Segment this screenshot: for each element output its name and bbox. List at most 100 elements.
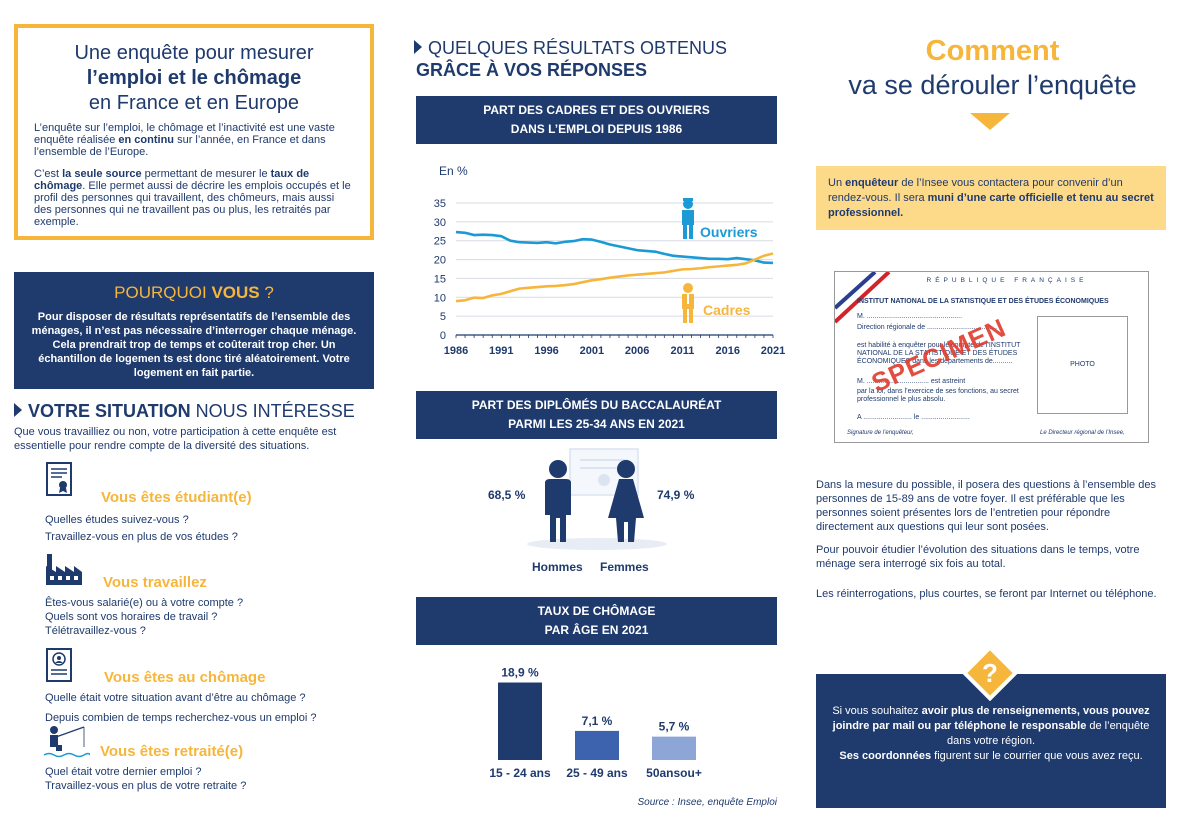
banner-bac: PART DES DIPLÔMÉS DU BACCALAURÉAT PARMI L… [416, 391, 777, 439]
bar-value-label: 18,9 % [501, 666, 539, 680]
y-tick-label: 5 [440, 311, 446, 323]
interviewer-box: Un enquêteur de l’Insee vous contactera … [816, 166, 1166, 230]
student-title: Vous êtes étudiant(e) [101, 489, 252, 506]
card-line-habilite: est habilité à enquêter pour le compte d… [857, 342, 1021, 365]
series-label-ouvriers: Ouvriers [700, 224, 758, 240]
comment-title-big: Comment [925, 35, 1060, 67]
intro-title-line3: en France et en Europe [88, 92, 300, 114]
chart-ylabel: En % [439, 164, 468, 178]
card-institute: INSTITUT NATIONAL DE LA STATISTIQUE ET D… [857, 298, 1109, 305]
value-label-hommes: 68,5 % [488, 488, 526, 502]
y-tick-label: 20 [434, 255, 446, 267]
card-line-m: M. .....................................… [857, 313, 963, 320]
why-you-text: Pour disposer de résultats représentatif… [31, 311, 357, 379]
photo-placeholder: PHOTO [1037, 316, 1128, 414]
retired-question-2: Travaillez-vous en plus de votre retrait… [45, 780, 247, 792]
intro-title: Une enquête pour mesurer l’emploi et le … [18, 41, 370, 116]
situation-heading: VOTRE SITUATION NOUS INTÉRESSE [14, 401, 355, 421]
bar-category-label: 15 - 24 ans [489, 766, 551, 780]
y-tick-label: 15 [434, 273, 446, 285]
triangle-bullet-icon [414, 40, 422, 55]
bar-2 [652, 736, 696, 760]
card-line-loi: par la loi, dans l’exercice de ses fonct… [857, 388, 1019, 403]
y-tick-label: 0 [440, 330, 446, 342]
y-tick-label: 10 [434, 292, 446, 304]
diploma-icon [46, 462, 72, 496]
triangle-bullet-icon [14, 403, 22, 418]
category-label-hommes: Hommes [532, 560, 583, 574]
x-tick-label: 2001 [580, 345, 604, 357]
factory-icon [45, 552, 83, 586]
banner-cadres-ouvriers: PART DES CADRES ET DES OUVRIERS DANS L’EM… [416, 96, 777, 144]
woman-icon [608, 460, 644, 542]
card-line-date: A ......................... le .........… [857, 414, 970, 421]
card-republic: RÉPUBLIQUE FRANÇAISE [926, 277, 1088, 284]
bar-1 [575, 730, 619, 760]
intro-paragraph-2: C’est la seule source permettant de mesu… [34, 168, 351, 228]
series-line-ouvriers [455, 230, 774, 265]
y-tick-label: 30 [434, 217, 446, 229]
card-signature-right: Le Directeur régional de l’Insee, [1040, 430, 1125, 436]
intro-paragraph-1: L’enquête sur l’emploi, le chômage et l’… [34, 122, 335, 158]
y-tick-label: 25 [434, 236, 446, 248]
working-question-1: Êtes-vous salarié(e) ou à votre compte ? [45, 597, 244, 609]
results-heading: QUELQUES RÉSULTATS OBTENUS GRÂCE À VOS R… [414, 38, 728, 80]
interviewer-text: Un enquêteur de l’Insee vous contactera … [828, 177, 1154, 219]
worker-icon [682, 198, 694, 239]
bar-category-label: 25 - 49 ans [566, 766, 628, 780]
bac-pictogram: 68,5 % 74,9 % Hommes Femmes [488, 448, 695, 574]
x-tick-label: 2021 [761, 345, 785, 357]
bar-category-label: 50ansou+ [646, 766, 702, 780]
retired-question-1: Quel était votre dernier emploi ? [45, 766, 202, 778]
intro-title-line1: Une enquête pour mesurer [74, 42, 314, 64]
student-question-1: Quelles études suivez-vous ? [45, 514, 189, 526]
card-line-direction: Direction régionale de .................… [857, 324, 998, 331]
category-label-femmes: Femmes [600, 560, 649, 574]
banner-chomage: TAUX DE CHÔMAGE PAR ÂGE EN 2021 [416, 597, 777, 645]
unemployed-title: Vous êtes au chômage [104, 669, 266, 686]
situation-intro: Que vous travailliez ou non, votre parti… [14, 426, 337, 452]
series-line-cadres [455, 252, 774, 303]
retired-title: Vous êtes retraité(e) [100, 743, 244, 760]
down-arrow-icon [970, 113, 1010, 130]
x-tick-label: 1986 [444, 345, 468, 357]
why-you-box: POURQUOI VOUS ? Pour disposer de résulta… [14, 272, 374, 389]
x-tick-label: 2016 [715, 345, 739, 357]
fishing-icon [43, 725, 91, 759]
question-diamond-icon: ? [961, 644, 1019, 702]
working-question-3: Télétravaillez-vous ? [45, 625, 146, 637]
y-tick-label: 35 [434, 198, 446, 210]
bar-chart: 18,9 % 15 - 24 ans 7,1 % 25 - 49 ans 5,7 % 50… [489, 666, 702, 780]
process-paragraph-2: Pour pouvoir étudier l’évolution des sit… [816, 544, 1140, 570]
series-label-cadres: Cadres [703, 302, 751, 318]
unemployed-question-1: Quelle était votre situation avant d’êtr… [45, 692, 306, 704]
ground-shadow [527, 538, 667, 550]
comment-title-sub: va se dérouler l’enquête [848, 70, 1137, 100]
student-question-2: Travaillez-vous en plus de vos études ? [45, 531, 238, 543]
svg-text:?: ? [982, 658, 998, 688]
working-title: Vous travaillez [103, 574, 207, 591]
card-line-astreint: M. ................................ est … [857, 378, 966, 385]
bar-value-label: 5,7 % [659, 720, 690, 734]
why-you-title: POURQUOI VOUS ? [114, 283, 274, 302]
comment-title: Comment va se dérouler l’enquête [800, 34, 1181, 102]
working-question-2: Quels sont vos horaires de travail ? [45, 611, 218, 623]
intro-box: Une enquête pour mesurer l’emploi et le … [14, 24, 374, 240]
unemployed-question-2: Depuis combien de temps recherchez-vous … [45, 712, 317, 724]
chart-ticks: 0 5 10 15 20 25 30 35 1986 1991 1996 2001 2006 2011 20… [434, 198, 785, 357]
process-paragraph-1: Dans la mesure du possible, il posera de… [816, 479, 1156, 533]
x-tick-label: 1996 [534, 345, 558, 357]
process-paragraph-3: Les réinterrogations, plus courtes, se f… [816, 588, 1157, 600]
x-tick-label: 2006 [625, 345, 649, 357]
bar-0 [498, 682, 542, 760]
tricolor-stripes [835, 272, 891, 324]
chart-grid [456, 202, 773, 336]
photo-label: PHOTO [1070, 361, 1095, 368]
line-chart: En % 0 5 10 15 20 25 30 35 1986 1991 1996 2001 2006 2… [434, 164, 785, 357]
value-label-femmes: 74,9 % [657, 488, 695, 502]
man-icon [545, 460, 571, 542]
x-tick-label: 1991 [489, 345, 513, 357]
chart-lines [455, 230, 774, 303]
card-signature-left: Signature de l’enquêteur, [847, 430, 914, 436]
x-tick-label: 2011 [670, 345, 694, 357]
